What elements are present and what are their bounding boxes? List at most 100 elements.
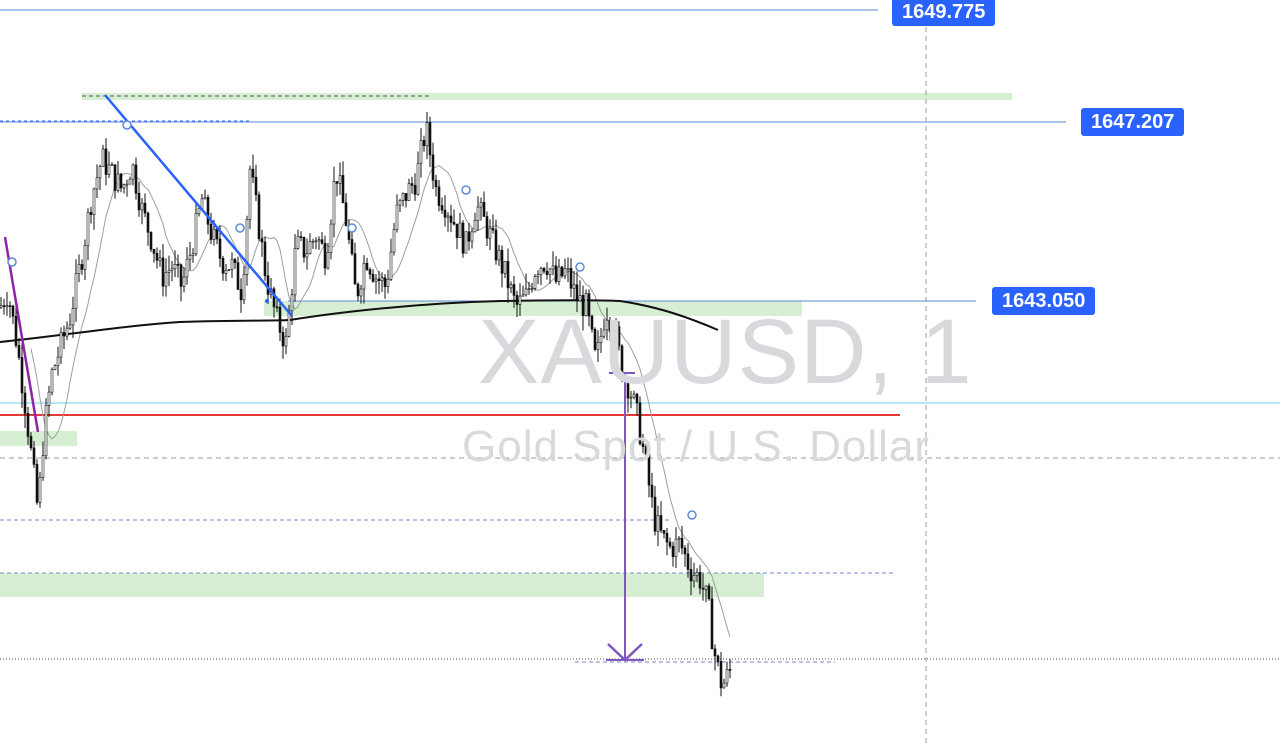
measure-arrow[interactable] (606, 372, 644, 662)
candle-body (299, 236, 303, 238)
candle-body (452, 222, 456, 225)
candle-body (548, 268, 552, 275)
candle-body (581, 295, 585, 316)
candle-body (461, 222, 465, 254)
candle-body (53, 365, 57, 370)
candle-body (44, 405, 48, 457)
candle-body (317, 239, 321, 242)
zone-left (0, 431, 77, 446)
candle-body (143, 202, 147, 214)
candle-body (59, 332, 63, 358)
candle-body (551, 265, 555, 270)
candle-body (26, 413, 30, 437)
trend-line-purple[interactable] (3, 236, 40, 433)
candle-body (353, 253, 357, 285)
candle-body (272, 288, 276, 308)
candle-body (527, 288, 531, 290)
candle-body (440, 205, 444, 211)
candle-body (407, 183, 411, 201)
candle-body (5, 305, 9, 308)
candle-body (476, 206, 480, 221)
signal-marker-icon[interactable] (687, 510, 697, 520)
candle-body (500, 249, 504, 274)
candle-body (224, 269, 228, 274)
candle-body (197, 208, 201, 214)
candle-body (263, 241, 267, 277)
candle-body (680, 537, 684, 549)
signal-marker-icon[interactable] (461, 185, 471, 195)
candle-body (569, 268, 573, 289)
candle-body (116, 173, 120, 191)
signal-marker-icon[interactable] (575, 262, 585, 272)
candle-body (50, 369, 54, 393)
candle-body (533, 276, 537, 289)
candle-body (206, 197, 210, 225)
watermark-symbol: XAUUSD, 1 (478, 301, 973, 403)
candle-body (686, 553, 690, 570)
candle-body (386, 278, 390, 288)
candle-body (257, 194, 261, 240)
candle-body (713, 648, 717, 657)
moving-average-slow[interactable] (0, 299, 719, 343)
candle-body (149, 231, 153, 250)
candle-body (437, 186, 441, 206)
candle-body (644, 446, 648, 455)
signal-marker-icon[interactable] (347, 223, 357, 233)
signal-marker-icon[interactable] (7, 257, 17, 267)
candle-body (113, 164, 117, 191)
signal-marker-icon[interactable] (235, 223, 245, 233)
candle-body (431, 154, 435, 181)
candle-body (692, 575, 696, 582)
candle-body (221, 258, 225, 274)
candle-body (656, 515, 660, 532)
candle-body (464, 231, 468, 254)
candle-body (86, 212, 90, 246)
candle-body (629, 396, 633, 399)
candle-body (392, 229, 396, 253)
candle-body (587, 293, 591, 317)
candle-body (599, 335, 603, 343)
candle-body (278, 306, 282, 333)
candle-body (413, 185, 417, 195)
candle-body (155, 253, 159, 261)
trend-line-blue[interactable] (104, 94, 293, 317)
candle-body (635, 393, 639, 404)
price-tag-1643[interactable]: 1643.050 (992, 287, 1096, 315)
candle-body (716, 655, 720, 662)
candle-body (617, 326, 621, 347)
candle-body (95, 177, 99, 190)
candle-body (722, 682, 726, 689)
signal-marker-icon[interactable] (122, 120, 132, 130)
candle-body (296, 236, 300, 249)
candle-body (332, 181, 336, 225)
candle-body (578, 295, 582, 302)
candle-body (398, 200, 402, 206)
candle-body (530, 288, 534, 290)
candle-body (704, 585, 708, 590)
price-tag-1647[interactable]: 1647.207 (1081, 108, 1185, 136)
candle-body (230, 259, 234, 270)
price-tag-1649[interactable]: 1649.775 (892, 0, 996, 26)
candle-body (308, 241, 312, 254)
candle-body (482, 202, 486, 217)
candle-body (434, 179, 438, 188)
candle-body (428, 122, 432, 156)
candle-body (83, 245, 87, 270)
candle-body (701, 587, 705, 590)
candle-body (188, 255, 192, 260)
candle-body (275, 306, 279, 309)
candle-body (38, 476, 42, 503)
candle-body (494, 229, 498, 261)
candle-body (152, 249, 156, 254)
candle-body (302, 237, 306, 258)
candle-body (140, 202, 144, 211)
candle-body (506, 260, 510, 289)
candle-body (179, 264, 183, 287)
candle-body (380, 277, 384, 281)
candle-body (29, 436, 33, 449)
candle-body (239, 289, 243, 301)
candle-body (146, 212, 150, 233)
candle-body (560, 266, 564, 277)
candle-body (725, 669, 729, 684)
